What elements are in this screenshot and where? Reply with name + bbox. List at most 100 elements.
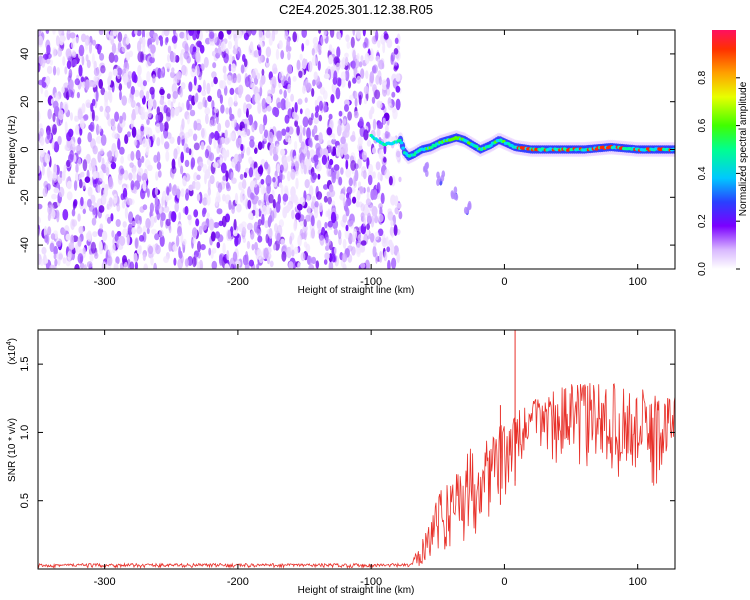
noise-speckle xyxy=(110,118,116,127)
noise-speckle xyxy=(95,89,99,102)
noise-speckle xyxy=(352,196,357,204)
noise-speckle xyxy=(75,242,79,253)
noise-speckle xyxy=(247,199,252,210)
noise-speckle xyxy=(378,213,384,223)
noise-speckle xyxy=(311,48,315,56)
colorbar-gradient xyxy=(712,30,736,269)
noise-speckle xyxy=(132,170,136,181)
noise-speckle xyxy=(177,258,184,269)
noise-speckle xyxy=(111,43,117,54)
noise-speckle xyxy=(300,252,306,262)
noise-speckle xyxy=(77,213,81,222)
noise-speckle xyxy=(372,147,376,154)
noise-speckle xyxy=(259,79,263,88)
snr-x-tick-label: -300 xyxy=(94,576,116,588)
noise-speckle xyxy=(149,56,155,64)
noise-speckle xyxy=(318,160,322,168)
noise-speckle xyxy=(53,141,60,153)
noise-speckle xyxy=(83,114,89,120)
noise-speckle xyxy=(90,194,96,204)
noise-speckle xyxy=(70,112,73,121)
noise-speckle xyxy=(254,147,258,154)
noise-speckle xyxy=(383,157,387,163)
noise-speckle xyxy=(241,221,247,229)
noise-speckle xyxy=(286,171,291,182)
noise-speckle xyxy=(86,230,92,242)
noise-speckle xyxy=(53,187,60,194)
noise-speckle xyxy=(328,44,333,52)
noise-speckle xyxy=(122,228,128,237)
noise-speckle xyxy=(303,164,307,175)
noise-speckle xyxy=(368,163,374,174)
noise-speckle xyxy=(99,148,104,155)
noise-speckle xyxy=(181,102,185,111)
noise-speckle xyxy=(126,234,130,246)
noise-speckle xyxy=(133,252,138,264)
noise-speckle xyxy=(268,193,274,204)
noise-speckle xyxy=(338,176,343,186)
noise-speckle xyxy=(117,138,121,150)
noise-speckle xyxy=(237,30,243,39)
noise-speckle xyxy=(123,261,128,269)
noise-speckle xyxy=(145,138,152,149)
noise-speckle xyxy=(78,64,83,77)
noise-speckle xyxy=(117,67,123,76)
noise-speckle xyxy=(281,251,287,262)
noise-speckle xyxy=(46,183,51,191)
noise-speckle xyxy=(295,177,299,190)
noise-speckle xyxy=(185,147,190,154)
noise-speckle xyxy=(165,218,171,227)
ridge-core xyxy=(399,141,404,145)
noise-speckle xyxy=(340,136,346,145)
noise-speckle xyxy=(283,89,287,99)
noise-speckle xyxy=(379,251,383,263)
noise-speckle xyxy=(130,150,135,161)
noise-speckle xyxy=(107,76,111,86)
noise-speckle xyxy=(77,236,82,247)
noise-speckle xyxy=(38,62,41,73)
noise-speckle xyxy=(265,174,272,187)
noise-speckle xyxy=(122,221,127,228)
noise-speckle xyxy=(192,133,198,142)
noise-speckle xyxy=(336,124,342,137)
noise-speckle xyxy=(242,194,248,206)
noise-speckle xyxy=(113,262,119,269)
noise-speckle xyxy=(258,181,262,189)
noise-speckle xyxy=(143,126,150,136)
noise-speckle xyxy=(111,243,116,254)
noise-speckle xyxy=(299,108,303,115)
noise-speckle xyxy=(264,192,268,201)
noise-speckle xyxy=(337,78,342,88)
noise-speckle xyxy=(148,245,154,255)
noise-speckle xyxy=(131,220,136,227)
noise-speckle xyxy=(388,175,393,186)
noise-speckle xyxy=(226,149,230,158)
noise-speckle xyxy=(64,66,68,75)
noise-speckle xyxy=(347,111,352,121)
noise-speckle xyxy=(360,240,367,246)
noise-speckle xyxy=(244,76,251,88)
noise-speckle xyxy=(211,260,218,269)
noise-speckle xyxy=(116,240,120,248)
noise-speckle xyxy=(344,52,349,59)
noise-speckle xyxy=(257,235,263,243)
noise-speckle xyxy=(350,60,356,69)
noise-speckle xyxy=(362,41,367,49)
noise-speckle xyxy=(297,98,303,105)
noise-speckle xyxy=(134,89,140,98)
noise-speckle xyxy=(371,96,376,104)
noise-speckle xyxy=(234,236,239,247)
noise-speckle xyxy=(121,95,127,106)
ridge-core xyxy=(401,146,405,150)
noise-speckle xyxy=(55,35,60,47)
noise-speckle xyxy=(342,186,346,193)
noise-speckle xyxy=(390,242,395,251)
noise-speckle xyxy=(261,213,265,226)
noise-speckle xyxy=(366,140,372,147)
noise-speckle xyxy=(58,186,65,198)
noise-speckle xyxy=(369,71,375,84)
snr-y-tick-label: 1.0 xyxy=(19,425,31,440)
noise-speckle xyxy=(126,131,131,138)
noise-speckle xyxy=(325,245,330,252)
